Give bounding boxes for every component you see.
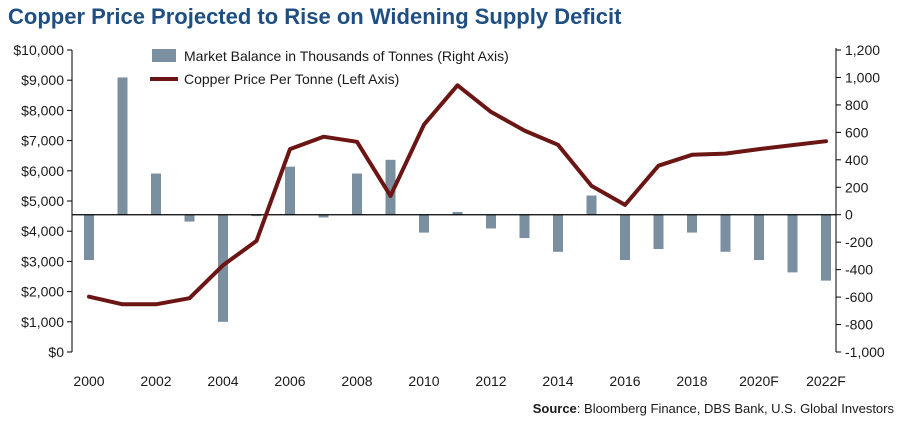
bar — [419, 214, 429, 233]
chart-title: Copper Price Projected to Rise on Wideni… — [8, 4, 622, 29]
bar — [84, 214, 94, 261]
x-tick-label: 2018 — [676, 373, 707, 389]
legend: Market Balance in Thousands of Tonnes (R… — [150, 48, 509, 87]
bar — [151, 173, 161, 215]
x-tick-label: 2020F — [739, 373, 779, 389]
bar — [586, 195, 597, 215]
x-tick-label: 2012 — [475, 373, 506, 389]
line-point — [556, 143, 560, 147]
right-tick-label: 1,200 — [845, 42, 880, 58]
bar — [787, 214, 798, 273]
right-tick-label: -800 — [845, 317, 873, 333]
left-tick-label: $6,000 — [21, 163, 64, 179]
line-point — [723, 151, 728, 156]
bar — [318, 214, 329, 218]
x-tick-label: 2010 — [408, 373, 439, 389]
bar — [754, 214, 764, 261]
bar — [653, 214, 664, 250]
x-tick-label: 2014 — [542, 373, 573, 389]
line-point — [589, 184, 594, 188]
line-point — [87, 295, 91, 299]
left-tick-label: $3,000 — [21, 253, 64, 269]
line-point — [154, 302, 158, 306]
x-tick-label: 2008 — [341, 373, 372, 389]
x-tick-label: 2006 — [274, 373, 305, 389]
right-tick-label: -400 — [845, 262, 873, 278]
right-tick-label: 1,000 — [845, 69, 880, 85]
line-point — [321, 135, 326, 139]
bar — [687, 214, 697, 233]
legend-bar-swatch — [152, 49, 176, 62]
axes: $0 $1,000 $2,000 $3,000 $4,000 $5,000 $6,000 $7… — [13, 42, 885, 389]
x-tick-label: 2016 — [609, 373, 640, 389]
line-point — [355, 140, 359, 144]
line-point — [656, 164, 661, 168]
line-point — [690, 153, 694, 157]
line-point — [489, 110, 493, 114]
source-text: : Bloomberg Finance, DBS Bank, U.S. Glob… — [576, 401, 894, 416]
right-tick-label: -1,000 — [845, 344, 885, 360]
bar — [285, 166, 295, 215]
legend-bar-label: Market Balance in Thousands of Tonnes (R… — [184, 48, 509, 64]
copper-price-line — [87, 83, 828, 307]
line-point — [824, 139, 828, 143]
bar — [184, 214, 195, 222]
bar — [519, 214, 530, 239]
right-tick-label: -200 — [845, 234, 873, 250]
left-tick-label: $10,000 — [13, 42, 64, 58]
x-tick-label: 2002 — [140, 373, 171, 389]
left-tick-label: $5,000 — [21, 193, 64, 209]
line-point — [288, 147, 292, 151]
left-tick-label: $4,000 — [21, 223, 64, 239]
line-point — [254, 239, 259, 243]
bar — [486, 214, 496, 229]
line-point — [757, 147, 761, 151]
line-series — [87, 83, 828, 307]
left-tick-label: $9,000 — [21, 72, 64, 88]
line-point — [221, 263, 225, 267]
bar — [385, 159, 396, 215]
line-point — [623, 203, 627, 207]
right-tick-label: -600 — [845, 289, 873, 305]
line-point — [790, 143, 795, 147]
left-tick-label: $2,000 — [21, 284, 64, 300]
left-tick-label: $8,000 — [21, 102, 64, 118]
bar — [251, 214, 262, 217]
line-point — [388, 194, 393, 198]
x-tick-label: 2022F — [806, 373, 846, 389]
bar — [620, 214, 630, 261]
line-point — [187, 296, 192, 300]
bar — [720, 214, 731, 252]
x-tick-label: 2000 — [73, 373, 104, 389]
left-tick-label: $7,000 — [21, 133, 64, 149]
x-tick-label: 2004 — [207, 373, 238, 389]
bar — [218, 214, 228, 322]
right-tick-label: 0 — [845, 207, 853, 223]
line-point — [522, 129, 527, 133]
left-tick-label: $1,000 — [21, 314, 64, 330]
left-tick-label: $0 — [48, 344, 64, 360]
bar — [117, 77, 128, 215]
source-note: Source: Bloomberg Finance, DBS Bank, U.S… — [533, 401, 894, 416]
right-tick-label: 800 — [845, 97, 869, 113]
right-tick-label: 600 — [845, 124, 869, 140]
bar — [821, 214, 831, 281]
line-point — [422, 122, 426, 127]
bar — [452, 211, 463, 215]
bar — [553, 214, 563, 252]
legend-line-label: Copper Price Per Tonne (Left Axis) — [184, 71, 399, 87]
bar — [352, 173, 362, 215]
line-point — [455, 83, 460, 87]
right-tick-label: 400 — [845, 152, 869, 168]
line-point — [120, 302, 125, 306]
source-label: Source — [532, 401, 577, 416]
right-tick-label: 200 — [845, 179, 869, 195]
bar-series — [84, 77, 831, 322]
